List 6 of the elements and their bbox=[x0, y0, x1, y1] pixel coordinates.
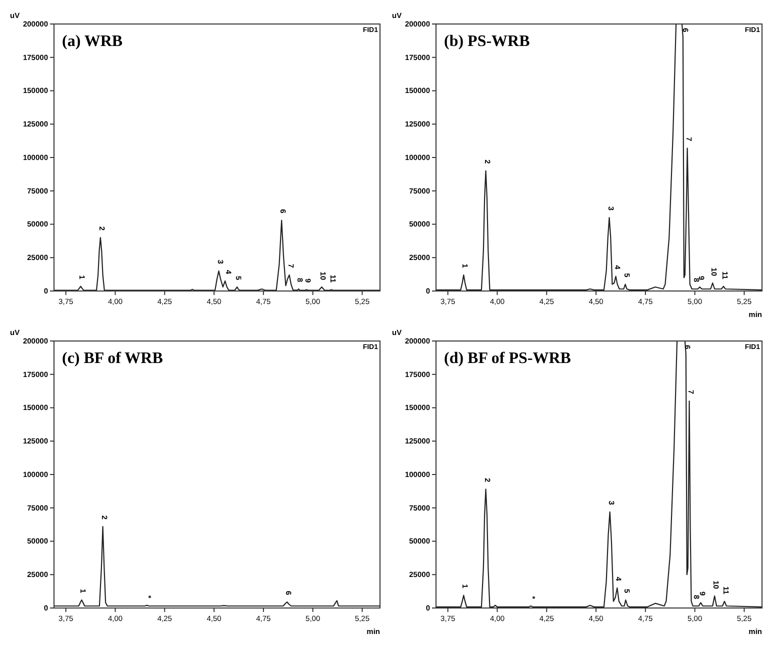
text: (a) WRB bbox=[62, 33, 123, 50]
text: (c) BF of WRB bbox=[62, 350, 164, 367]
text: (b) PS-WRB bbox=[444, 33, 530, 50]
text: (d) BF of PS-WRB bbox=[444, 350, 572, 367]
line-series bbox=[54, 526, 380, 607]
line-series bbox=[54, 220, 380, 291]
